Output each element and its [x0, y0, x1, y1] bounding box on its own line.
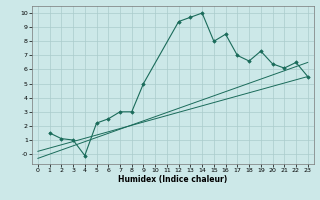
X-axis label: Humidex (Indice chaleur): Humidex (Indice chaleur) — [118, 175, 228, 184]
